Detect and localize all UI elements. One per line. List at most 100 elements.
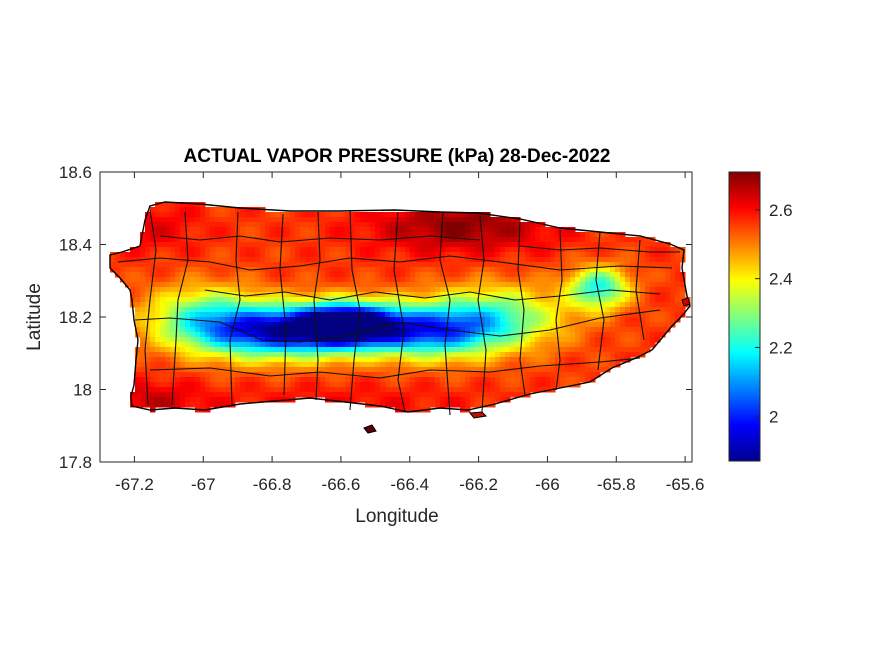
heatmap-cell: [345, 342, 351, 348]
heatmap-cell: [355, 262, 361, 268]
heatmap-cell: [440, 397, 446, 403]
heatmap-cell: [275, 377, 281, 383]
heatmap-cell: [365, 242, 371, 248]
heatmap-cell: [590, 357, 596, 363]
heatmap-cell: [400, 362, 406, 368]
heatmap-cell: [200, 342, 206, 348]
heatmap-cell: [415, 222, 421, 228]
heatmap-cell: [290, 347, 296, 353]
heatmap-cell: [390, 342, 396, 348]
heatmap-cell: [415, 407, 421, 413]
heatmap-cell: [535, 242, 541, 248]
heatmap-cell: [660, 267, 666, 273]
heatmap-cell: [580, 272, 586, 278]
heatmap-cell: [400, 382, 406, 388]
heatmap-cell: [355, 387, 361, 393]
heatmap-cell: [190, 247, 196, 253]
heatmap-cell: [595, 282, 601, 288]
x-tick-label: -67: [191, 475, 216, 494]
heatmap-cell: [235, 342, 241, 348]
heatmap-cell: [205, 232, 211, 238]
heatmap-cell: [175, 237, 181, 243]
heatmap-cell: [385, 217, 391, 223]
heatmap-cell: [240, 352, 246, 358]
heatmap-cell: [465, 302, 471, 308]
heatmap-cell: [295, 377, 301, 383]
heatmap-cell: [405, 362, 411, 368]
heatmap-cell: [405, 332, 411, 338]
heatmap-cell: [300, 362, 306, 368]
heatmap-cell: [630, 257, 636, 263]
heatmap-cell: [515, 352, 521, 358]
heatmap-cell: [245, 272, 251, 278]
heatmap-cell: [625, 307, 631, 313]
heatmap-cell: [630, 347, 636, 353]
heatmap-cell: [535, 382, 541, 388]
heatmap-cell: [200, 302, 206, 308]
heatmap-cell: [665, 272, 671, 278]
heatmap-cell: [365, 287, 371, 293]
heatmap-cell: [635, 277, 641, 283]
heatmap-cell: [430, 252, 436, 258]
heatmap-cell: [580, 352, 586, 358]
heatmap-cell: [485, 217, 491, 223]
heatmap-cell: [510, 392, 516, 398]
heatmap-cell: [545, 307, 551, 313]
heatmap-cell: [305, 227, 311, 233]
heatmap-cell: [515, 372, 521, 378]
heatmap-cell: [530, 322, 536, 328]
heatmap-cell: [525, 247, 531, 253]
heatmap-cell: [175, 317, 181, 323]
heatmap-cell: [185, 327, 191, 333]
heatmap-cell: [495, 367, 501, 373]
heatmap-cell: [345, 307, 351, 313]
heatmap-cell: [320, 377, 326, 383]
heatmap-cell: [570, 317, 576, 323]
heatmap-cell: [335, 307, 341, 313]
heatmap-cell: [590, 287, 596, 293]
heatmap-cell: [285, 247, 291, 253]
heatmap-cell: [225, 242, 231, 248]
heatmap-cell: [390, 307, 396, 313]
heatmap-cell: [575, 282, 581, 288]
heatmap-cell: [565, 307, 571, 313]
heatmap-cell: [550, 232, 556, 238]
heatmap-cell: [365, 372, 371, 378]
heatmap-cell: [195, 257, 201, 263]
heatmap-cell: [170, 237, 176, 243]
heatmap-cell: [220, 377, 226, 383]
heatmap-cell: [350, 267, 356, 273]
heatmap-cell: [355, 372, 361, 378]
heatmap-cell: [480, 362, 486, 368]
heatmap-cell: [480, 372, 486, 378]
heatmap-cell: [515, 377, 521, 383]
heatmap-cell: [305, 267, 311, 273]
heatmap-cell: [330, 337, 336, 343]
heatmap-cell: [640, 272, 646, 278]
heatmap-cell: [490, 397, 496, 403]
heatmap-cell: [150, 297, 156, 303]
heatmap-cell: [620, 267, 626, 273]
heatmap-cell: [225, 217, 231, 223]
heatmap-cell: [600, 257, 606, 263]
heatmap-cell: [305, 302, 311, 308]
heatmap-cell: [405, 307, 411, 313]
heatmap-cell: [530, 302, 536, 308]
heatmap-cell: [550, 332, 556, 338]
heatmap-cell: [570, 307, 576, 313]
heatmap-cell: [525, 227, 531, 233]
heatmap-cell: [505, 307, 511, 313]
heatmap-cell: [490, 222, 496, 228]
heatmap-cell: [385, 367, 391, 373]
heatmap-cell: [115, 252, 121, 258]
heatmap-cell: [430, 332, 436, 338]
heatmap-cell: [230, 237, 236, 243]
heatmap-cell: [185, 227, 191, 233]
heatmap-cell: [460, 362, 466, 368]
heatmap-cell: [430, 222, 436, 228]
heatmap-cell: [375, 307, 381, 313]
heatmap-cell: [195, 252, 201, 258]
heatmap-cell: [395, 387, 401, 393]
heatmap-cell: [375, 267, 381, 273]
heatmap-cell: [660, 247, 666, 253]
